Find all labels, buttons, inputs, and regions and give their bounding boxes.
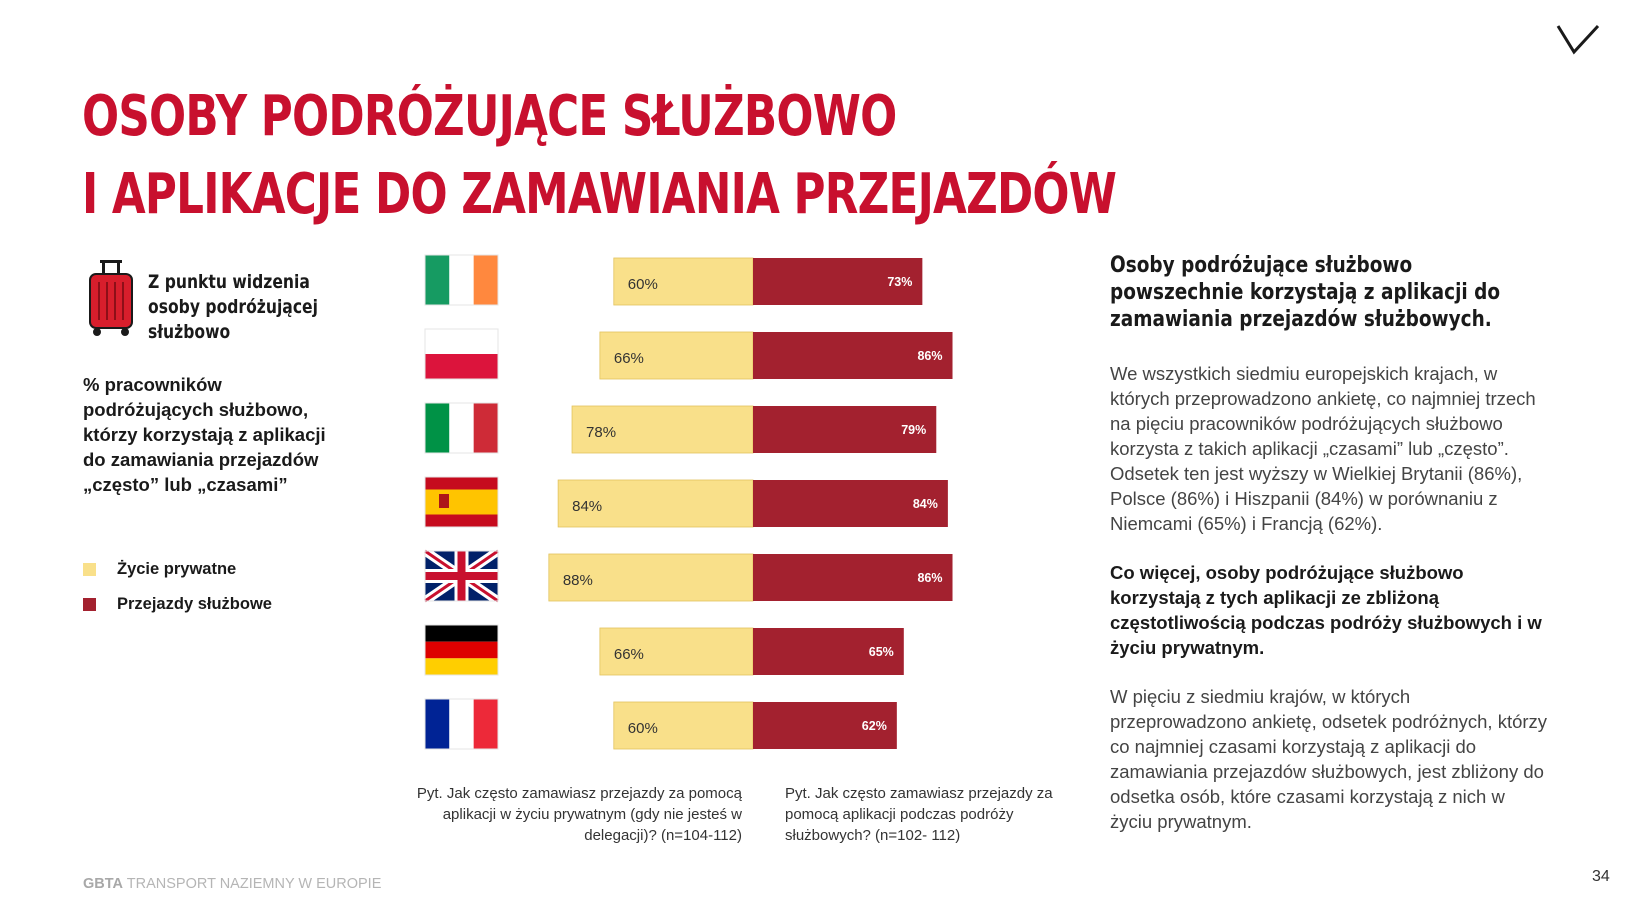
label-business-1: 86%	[917, 349, 942, 363]
summary-paragraph-1: We wszystkich siedmiu europejskich kraja…	[1110, 363, 1536, 534]
footer-brand: GBTA	[83, 876, 124, 892]
label-business-4: 86%	[917, 571, 942, 585]
title-line-2: I APLIKACJE DO ZAMAWIANIA PRZEJAZDÓW	[82, 162, 1117, 227]
bar-business-3	[753, 480, 948, 527]
france-flag-icon	[424, 698, 499, 750]
footer-text: TRANSPORT NAZIEMNY W EUROPIE	[123, 876, 382, 892]
ireland-flag-icon	[424, 254, 499, 306]
page-number: 34	[1592, 868, 1610, 885]
germany-flag-icon	[424, 624, 499, 676]
legend: Życie prywatne Przejazdy służbowe	[83, 552, 272, 622]
title-line-1: OSOBY PODRÓŻUJĄCE SŁUŻBOWO	[82, 84, 897, 149]
legend-item-business: Przejazdy służbowe	[83, 587, 272, 622]
bar-private-3	[557, 479, 754, 528]
label-business-0: 73%	[887, 275, 912, 289]
legend-label-private: Życie prywatne	[117, 560, 237, 578]
label-business-2: 79%	[901, 423, 926, 437]
bar-private-5	[599, 627, 754, 676]
label-private-2: 78%	[586, 424, 616, 441]
italy-flag-icon	[424, 402, 499, 454]
label-private-4: 88%	[563, 572, 593, 589]
bar-business-6	[753, 702, 897, 749]
question-business: Pyt. Jak często zamawiasz przejazdy za p…	[785, 785, 1053, 844]
footer: GBTA TRANSPORT NAZIEMNY W EUROPIE	[83, 876, 381, 892]
summary-paragraph-2: Co więcej, osoby podróżujące służbowo ko…	[1110, 562, 1542, 658]
suitcase-icon	[89, 260, 133, 336]
legend-label-business: Przejazdy służbowe	[117, 595, 272, 613]
bar-private-1	[599, 331, 754, 380]
label-business-3: 84%	[913, 497, 938, 511]
bar-private-4	[548, 553, 754, 602]
bar-business-4	[753, 554, 953, 601]
label-private-1: 66%	[614, 350, 644, 367]
bar-private-0	[613, 257, 754, 306]
legend-swatch-business	[83, 598, 96, 611]
summary-headline: Osoby podróżujące służbowo powszechnie k…	[1110, 253, 1501, 332]
question-private: Pyt. Jak często zamawiasz przejazdy za p…	[416, 785, 742, 844]
summary-paragraph-3: W pięciu z siedmiu krajów, w których prz…	[1110, 686, 1548, 832]
poland-flag-icon	[424, 328, 499, 380]
v-logo-icon	[1556, 24, 1600, 55]
label-business-5: 65%	[869, 645, 894, 659]
uk-flag-icon	[422, 547, 501, 605]
bar-business-0	[753, 258, 923, 305]
label-business-6: 62%	[862, 719, 887, 733]
intro-text: Z punktu widzenia osoby podróżującej słu…	[148, 271, 318, 343]
label-private-5: 66%	[614, 646, 644, 663]
label-private-6: 60%	[628, 720, 658, 737]
spain-flag-icon	[424, 476, 499, 528]
right-column: Osoby podróżujące służbowo powszechnie k…	[1110, 252, 1550, 834]
chart-description: % pracowników podróżujących służbowo, kt…	[83, 374, 326, 495]
bar-business-2	[753, 406, 937, 453]
bar-business-5	[753, 628, 904, 675]
page-title: OSOBY PODRÓŻUJĄCE SŁUŻBOWO I APLIKACJE D…	[82, 78, 1117, 234]
legend-item-private: Życie prywatne	[83, 552, 272, 587]
bar-business-1	[753, 332, 953, 379]
legend-swatch-private	[83, 563, 96, 576]
label-private-3: 84%	[572, 498, 602, 515]
label-private-0: 60%	[628, 276, 658, 293]
